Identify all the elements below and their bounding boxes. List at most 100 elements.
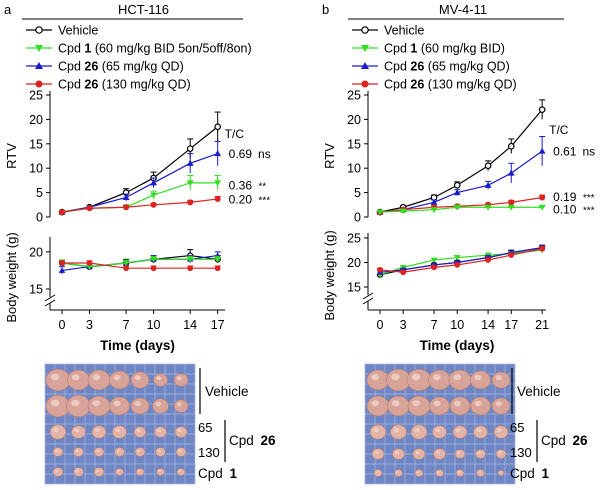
legend-entry: Cpd 26 (65 mg/kg QD) <box>352 60 510 74</box>
tc-ratio: 0.19 <box>553 190 577 204</box>
tumor-highlight <box>74 428 80 433</box>
legend-label-bold: 26 <box>410 60 424 74</box>
rtv-data-point <box>376 209 384 216</box>
rtv-data-point <box>187 199 194 206</box>
rtv-data-point <box>507 142 515 150</box>
dose-65-label: 65 <box>198 420 212 435</box>
tumor <box>392 448 405 460</box>
tumor <box>93 467 105 477</box>
rtv-series-line <box>379 109 543 213</box>
tumor-highlight <box>412 400 421 407</box>
legend-label-part: Cpd <box>58 42 84 56</box>
bw-y-tick-label: 20 <box>29 245 43 259</box>
bw-y-tick-label: 20 <box>347 256 361 270</box>
tumor-highlight <box>394 450 400 455</box>
cpd1-prefix: Cpd <box>510 466 539 481</box>
rtv-y-tick-label: 5 <box>354 186 361 200</box>
tumor-highlight <box>476 428 482 433</box>
tumor-highlight <box>454 400 461 407</box>
tumor-highlight <box>391 400 400 407</box>
tumor-highlight <box>115 428 121 433</box>
legend-label-part: (130 mg/kg QD) <box>98 78 190 92</box>
legend-entry: Cpd 1 (60 mg/kg BID 5on/5off/8on) <box>26 42 252 56</box>
legend-label-part: Cpd <box>58 60 84 74</box>
tumor <box>449 396 471 416</box>
tumor <box>406 368 432 392</box>
bw-series-line <box>61 258 218 268</box>
tumor <box>130 371 150 389</box>
tumor <box>66 394 91 418</box>
tumor <box>115 468 124 476</box>
x-tick-label: 3 <box>400 318 407 332</box>
legend-label: Cpd 26 (130 mg/kg QD) <box>384 78 517 92</box>
x-axis-label: Time (days) <box>420 338 495 353</box>
tc-ratio: 0.20 <box>229 192 253 206</box>
x-tick-label: 14 <box>183 318 197 332</box>
tumor-highlight <box>495 375 502 381</box>
tumor <box>470 396 491 416</box>
cpd26-prefix: Cpd <box>541 433 570 448</box>
tumor <box>497 469 505 476</box>
tumor-highlight <box>178 449 182 453</box>
tumor <box>495 449 507 459</box>
tumor <box>109 370 130 390</box>
tumor <box>174 426 188 438</box>
tumor <box>414 469 424 477</box>
tumor-highlight <box>155 401 162 407</box>
tumor <box>366 395 390 417</box>
bw-data-point <box>123 265 129 272</box>
tumor <box>470 370 491 390</box>
tumor <box>435 469 444 477</box>
legend-label-part: (65 mg/kg QD) <box>98 60 183 74</box>
rtv-data-point <box>186 145 194 152</box>
legend-marker <box>361 80 369 88</box>
rtv-data-point <box>484 162 492 170</box>
tumor <box>73 467 84 477</box>
rtv-y-tick-label: 15 <box>347 137 361 151</box>
legend-label-part: Cpd <box>384 60 410 74</box>
tumor <box>476 469 485 477</box>
x-tick-label: 10 <box>147 318 161 332</box>
tumor-highlight <box>498 451 502 455</box>
tc-value: 0.69 ns <box>229 147 271 161</box>
x-tick-label: 14 <box>481 318 495 332</box>
rtv-y-tick-label: 10 <box>29 162 43 176</box>
tumor-highlight <box>96 449 100 453</box>
panel-a-hct116: a HCT-116 Vehicle Cpd 1 (60 mg/kg BID 5on/5… <box>4 2 276 485</box>
rtv-data-point <box>214 150 222 157</box>
tc-significance: *** <box>582 206 595 217</box>
tumor-highlight <box>92 400 101 407</box>
tumor-highlight <box>134 375 141 381</box>
legend-marker <box>35 80 43 88</box>
rtv-data-point <box>150 179 157 186</box>
rtv-data-point <box>399 208 407 215</box>
tumor <box>155 447 166 457</box>
bw-y-tick-label: 15 <box>347 281 361 295</box>
rtv-y-tick-label: 20 <box>347 113 361 127</box>
rtv-data-point <box>122 194 130 201</box>
legend-marker <box>361 45 369 52</box>
tumor-highlight <box>136 428 141 433</box>
rtv-data-point <box>186 180 194 187</box>
legend-marker <box>361 26 369 34</box>
dose-65-label: 65 <box>510 420 524 435</box>
rtv-data-point <box>430 198 438 205</box>
rtv-data-point <box>453 189 461 196</box>
rtv-y-tick-label: 10 <box>347 162 361 176</box>
cell-line-title: HCT-116 <box>118 2 169 17</box>
legend-label: Cpd 26 (65 mg/kg QD) <box>384 60 510 74</box>
cpd1-number: 1 <box>542 466 550 481</box>
rtv-y-tick-label: 15 <box>29 137 43 151</box>
panel-letter: a <box>4 2 12 17</box>
bw-series-line <box>62 262 218 269</box>
rtv-data-point <box>453 181 461 189</box>
tumor <box>428 369 451 391</box>
rtv-y-tick-label: 20 <box>29 113 43 127</box>
tumor <box>390 424 407 440</box>
rtv-data-point <box>507 204 515 211</box>
rtv-series <box>58 111 221 216</box>
bw-data-point <box>122 260 130 267</box>
tumor <box>175 447 187 457</box>
